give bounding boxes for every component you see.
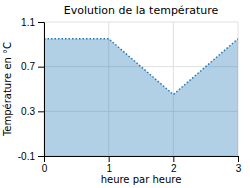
tick: 0.3 bbox=[21, 106, 44, 117]
marks bbox=[44, 39, 238, 156]
axis-line bbox=[45, 157, 239, 163]
axis-line bbox=[38, 23, 45, 157]
tick-label: 2 bbox=[171, 163, 177, 174]
x-axis-title: heure par heure bbox=[101, 174, 182, 185]
tick-mark bbox=[238, 156, 239, 162]
tick-mark bbox=[109, 156, 110, 162]
grid bbox=[44, 22, 238, 156]
tick: 3 bbox=[236, 156, 242, 174]
tick: 1.1 bbox=[21, 17, 44, 28]
tick-mark bbox=[173, 156, 174, 162]
tick-label: 0.7 bbox=[21, 61, 35, 72]
y-axis: -0.1 0.3 0.7 1.1 bbox=[18, 17, 45, 162]
tick-mark bbox=[38, 156, 44, 157]
title: Evolution de la température bbox=[64, 4, 219, 17]
line bbox=[44, 39, 238, 95]
tick: 0.7 bbox=[21, 61, 44, 72]
tick-label: 0.3 bbox=[21, 106, 35, 117]
tick-mark bbox=[38, 111, 44, 112]
tick: -0.1 bbox=[18, 151, 44, 162]
y-axis-title: Température en °C bbox=[2, 42, 13, 137]
tick: 1 bbox=[106, 156, 112, 174]
grid-line bbox=[44, 22, 238, 23]
tick-label: 1 bbox=[106, 163, 112, 174]
tick-label: 1.1 bbox=[21, 17, 35, 28]
tick-label: 3 bbox=[236, 163, 242, 174]
tick-mark bbox=[38, 22, 44, 23]
x-axis: 0 1 2 3 bbox=[42, 156, 242, 174]
chart: 0 1 2 3 -0.1 0.3 0.7 1.1 Evolution de la tempéra… bbox=[0, 0, 250, 188]
tick: 0 bbox=[42, 156, 48, 174]
tick-label: 0 bbox=[42, 163, 48, 174]
area bbox=[44, 39, 238, 156]
plot: 0 1 2 3 -0.1 0.3 0.7 1.1 bbox=[18, 17, 242, 174]
tick: 2 bbox=[171, 156, 177, 174]
tick-label: -0.1 bbox=[18, 151, 36, 162]
tick-mark bbox=[38, 67, 44, 68]
